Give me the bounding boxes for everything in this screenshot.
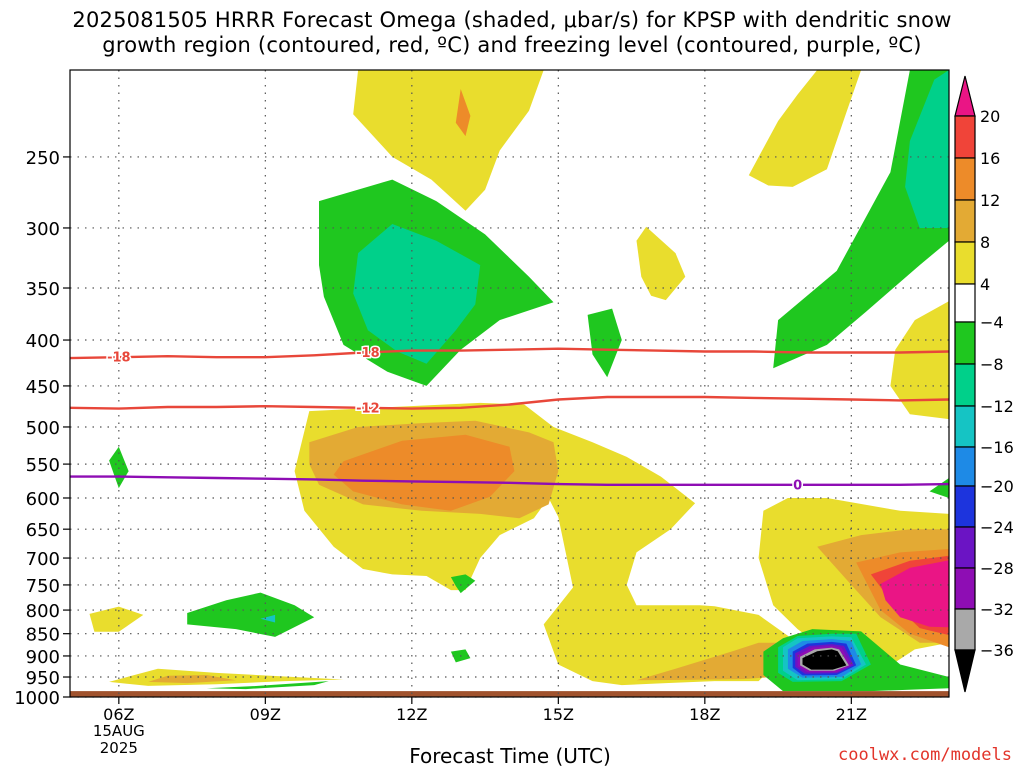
ground-band xyxy=(70,691,949,697)
chart-title-line2: growth region (contoured, red, ºC) and f… xyxy=(102,33,922,57)
y-tick-label-350: 350 xyxy=(26,279,60,300)
plot-frame xyxy=(69,69,950,698)
y-tick-label-500: 500 xyxy=(26,418,60,439)
contour--18 xyxy=(69,347,950,360)
colorbar-label-4: 4 xyxy=(980,275,990,294)
contour-label-0: 0 xyxy=(793,478,802,493)
omega-region-4_8 xyxy=(890,301,949,420)
colorbar-bin-10 xyxy=(954,526,976,569)
y-tick-label-950: 950 xyxy=(26,668,60,689)
y-tick-label-250: 250 xyxy=(26,148,60,169)
ground-layer xyxy=(70,691,949,697)
omega-region-4_8 xyxy=(89,606,144,632)
omega-region-m8_m12 xyxy=(353,224,481,364)
omega-region-m4_m8 xyxy=(206,681,329,690)
contour-label--18: -18 xyxy=(107,351,131,366)
x-axis-title: Forecast Time (UTC) xyxy=(409,744,611,768)
colorbar-label-16: 16 xyxy=(980,149,1000,168)
omega-region-m4_m8 xyxy=(773,70,949,369)
colorbar-label--20: −20 xyxy=(980,477,1014,496)
colorbar-bin-gt20 xyxy=(954,75,976,117)
credit-link[interactable]: coolwx.com/models xyxy=(838,745,1012,765)
omega-region-4_8 xyxy=(353,70,544,211)
omega-region-gt20 xyxy=(880,560,949,628)
colorbar-bin-7 xyxy=(954,405,976,448)
colorbar-label-12: 12 xyxy=(980,191,1000,210)
colorbar-bin-5 xyxy=(954,321,976,365)
omega-region-m4_m8 xyxy=(929,478,949,498)
colorbar-bin-0 xyxy=(954,115,976,159)
colorbar-bin-2 xyxy=(954,199,976,243)
omega-region-4_8 xyxy=(636,226,686,301)
omega-region-12_16 xyxy=(455,89,471,137)
colorbar-label--28: −28 xyxy=(980,559,1014,578)
colorbar-bin-9 xyxy=(954,485,976,528)
y-tick-label-850: 850 xyxy=(26,625,60,646)
y-tick-label-400: 400 xyxy=(26,331,60,352)
colorbar-label--4: −4 xyxy=(980,313,1004,332)
colorbar-bin-8 xyxy=(954,446,976,487)
omega-shading xyxy=(89,70,949,692)
y-tick-label-450: 450 xyxy=(26,377,60,398)
colorbar-bin-12 xyxy=(954,608,976,651)
colorbar-bin-6 xyxy=(954,363,976,407)
x-tick-label-06Z: 06Z xyxy=(103,705,134,724)
omega-region-lt_m36 xyxy=(802,649,847,670)
y-tick-label-550: 550 xyxy=(26,455,60,476)
colorbar-bin-3 xyxy=(954,241,976,285)
contour-lines: -18 -18 -12 0 xyxy=(69,344,950,495)
y-tick-label-700: 700 xyxy=(26,549,60,570)
colorbar-label--32: −32 xyxy=(980,600,1014,619)
colorbar-label-20: 20 xyxy=(980,107,1000,126)
x-tick-label-12Z: 12Z xyxy=(396,705,427,724)
omega-region-m8_m12 xyxy=(905,70,949,228)
y-tick-label-750: 750 xyxy=(26,576,60,597)
colorbar-bin-4 xyxy=(954,283,976,323)
colorbar-label--24: −24 xyxy=(980,518,1014,537)
y-tick-label-600: 600 xyxy=(26,489,60,510)
y-tick-label-800: 800 xyxy=(26,601,60,622)
y-tick-label-300: 300 xyxy=(26,219,60,240)
y-tick-label-650: 650 xyxy=(26,520,60,541)
x-date-label-0: 15AUG xyxy=(93,722,145,740)
colorbar-bin-1 xyxy=(954,157,976,201)
y-tick-label-900: 900 xyxy=(26,647,60,668)
colorbar-label--8: −8 xyxy=(980,355,1004,374)
y-tick-label-1000: 1000 xyxy=(14,688,60,709)
contour-label--12: -12 xyxy=(356,401,380,416)
chart-title-line1: 2025081505 HRRR Forecast Omega (shaded, … xyxy=(72,8,952,32)
x-tick-label-21Z: 21Z xyxy=(836,705,867,724)
x-tick-label-18Z: 18Z xyxy=(689,705,720,724)
omega-region-8_12 xyxy=(636,642,798,681)
omega-region-12_16 xyxy=(333,434,515,511)
colorbar-label--16: −16 xyxy=(980,438,1014,457)
colorbar-bin-11 xyxy=(954,567,976,610)
contour-label--18: -18 xyxy=(356,346,380,361)
contour--12 xyxy=(69,395,950,410)
y-axis: 2503003504004505005506006507007508008509… xyxy=(14,148,70,709)
omega-region-4_8 xyxy=(748,70,862,187)
colorbar: 20 16 12 8 4 −4 −8 −12 −16 −20 −24 −28 −32 −36 xyxy=(954,75,1014,693)
colorbar-bin-ltm36 xyxy=(954,649,976,693)
omega-region-8_12 xyxy=(148,675,236,684)
omega-region-m4_m8 xyxy=(587,308,622,378)
x-tick-label-15Z: 15Z xyxy=(543,705,574,724)
colorbar-label-8: 8 xyxy=(980,233,990,252)
omega-region-m4_m8 xyxy=(187,592,315,637)
x-date-label-1: 2025 xyxy=(100,739,138,757)
contour-0 xyxy=(70,475,950,486)
x-tick-label-09Z: 09Z xyxy=(250,705,281,724)
colorbar-label--36: −36 xyxy=(980,641,1014,660)
omega-region-m4_m8 xyxy=(450,574,476,594)
colorbar-label--12: −12 xyxy=(980,397,1014,416)
omega-region-m12_m16 xyxy=(260,614,276,623)
